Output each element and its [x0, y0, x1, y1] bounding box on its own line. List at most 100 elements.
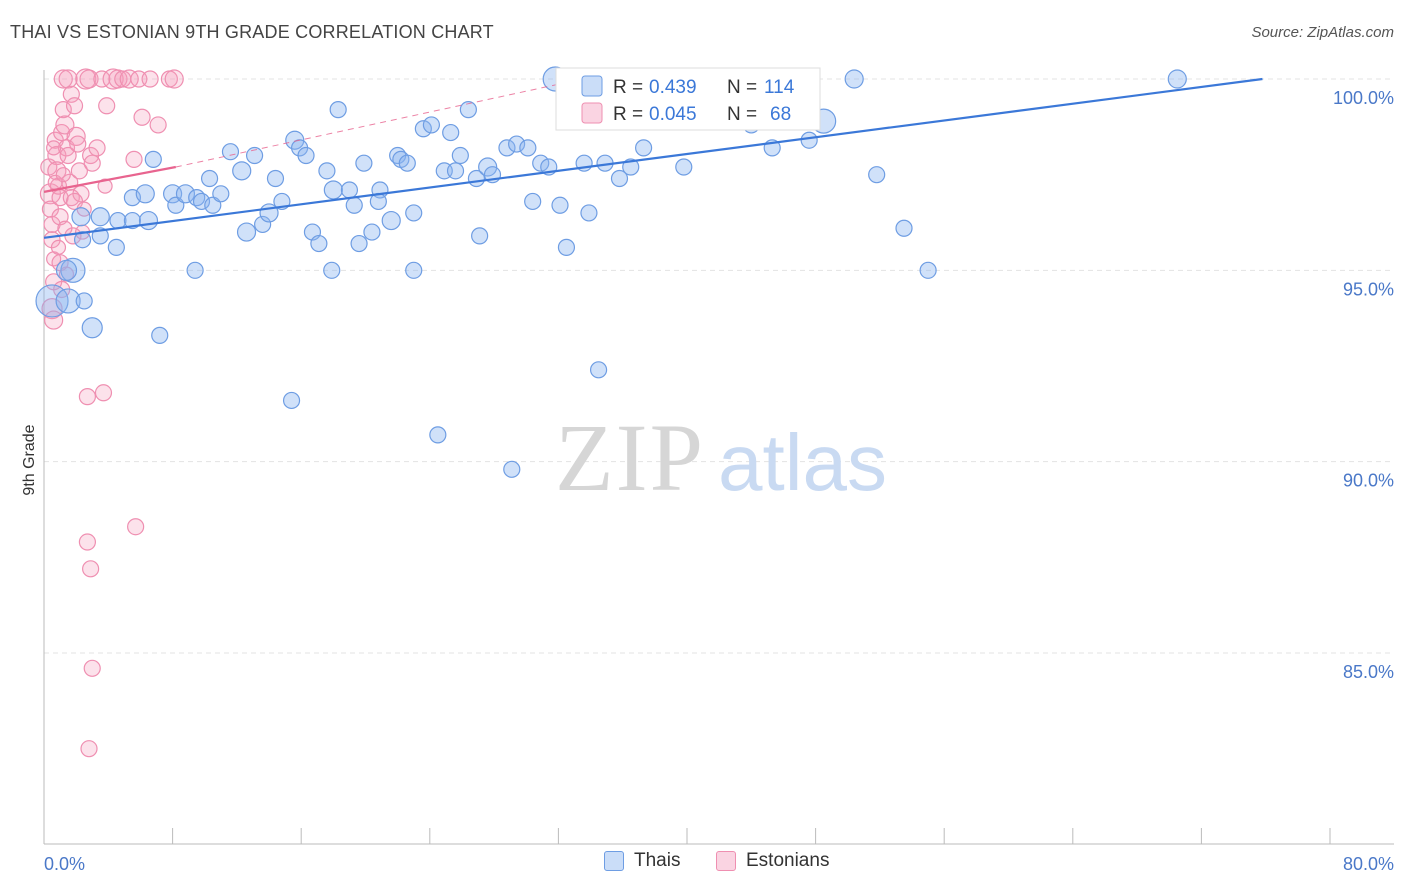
estonians-point-56	[82, 560, 100, 578]
y-tick-label-100: 100.0%	[1333, 88, 1394, 108]
y-axis-label: 9th Grade	[21, 424, 38, 495]
thais-point-97	[868, 166, 886, 184]
thais-point-27	[221, 143, 240, 161]
thais-point-52	[381, 210, 401, 231]
thais-point-62	[442, 123, 460, 142]
thais-point-13	[123, 211, 142, 230]
thais-point-100	[1167, 69, 1187, 89]
estonians-point-51	[164, 69, 184, 89]
estonians-point-40	[98, 97, 116, 115]
thais-point-20	[175, 184, 196, 204]
thais-point-98	[895, 219, 913, 237]
estonians-point-39	[93, 70, 111, 88]
thais-point-16	[144, 150, 162, 168]
thais-point-57	[405, 261, 423, 279]
legend-n-value-thai: 114	[764, 77, 795, 98]
thais-point-74	[524, 192, 542, 211]
thais-point-78	[551, 196, 569, 214]
thais-point-45	[340, 181, 359, 199]
legend-label-thais: Thais	[634, 850, 681, 871]
thais-point-7	[71, 207, 91, 227]
estonians-point-35	[79, 69, 99, 89]
thais-point-64	[451, 146, 469, 165]
thais-point-72	[508, 135, 526, 153]
chart-title: THAI VS ESTONIAN 9TH GRADE CORRELATION C…	[10, 22, 494, 42]
thais-point-94	[800, 131, 818, 149]
axes	[43, 70, 1394, 845]
y-tick-label-85: 85.0%	[1343, 662, 1394, 682]
estonians-point-48	[141, 70, 159, 88]
thais-point-30	[245, 146, 264, 165]
estonians-point-30	[69, 135, 87, 153]
legend-swatch-est	[581, 102, 603, 124]
thais-point-58	[414, 120, 432, 138]
estonians-point-25	[53, 69, 73, 89]
thais-point-41	[318, 162, 336, 180]
thais-point-56	[405, 204, 423, 222]
thais-point-71	[503, 460, 521, 478]
estonians-point-53	[78, 388, 97, 406]
thais-point-26	[212, 185, 230, 203]
estonians-point-60	[50, 239, 67, 255]
thais-point-29	[236, 222, 257, 242]
legend-item-estonians: Estonians	[716, 850, 829, 872]
thais-point-99	[919, 261, 937, 279]
estonians-point-34	[75, 68, 97, 90]
y-tick-label-90: 90.0%	[1343, 471, 1394, 491]
estonians-point-47	[133, 108, 151, 126]
thais-point-82	[580, 204, 598, 222]
thais-point-59	[422, 116, 441, 134]
source-label: Source: ZipAtlas.com	[1251, 24, 1394, 41]
legend-swatch-estonians	[716, 851, 736, 871]
x-tick-label-end: 80.0%	[1343, 854, 1394, 874]
estonians-point-59	[80, 740, 98, 758]
y-tick-label-95: 95.0%	[1343, 279, 1394, 299]
thais-point-49	[363, 223, 381, 241]
estonians-point-45	[125, 150, 143, 168]
estonians-point-65	[46, 140, 62, 156]
thais-trend-line	[43, 77, 1263, 239]
legend-swatch-thai	[581, 75, 603, 97]
thais-point-73	[519, 139, 537, 157]
estonians-point-57	[127, 518, 145, 536]
estonians-point-49	[149, 116, 167, 134]
estonians-point-67	[97, 178, 113, 194]
legend-label-estonians: Estonians	[746, 850, 830, 871]
gridlines	[44, 78, 1394, 654]
thais-point-31	[254, 215, 272, 234]
thais-point-36	[285, 130, 305, 150]
legend-r-label-est: R =	[613, 104, 643, 125]
legend-box: R = 0.439 N = 114 R = 0.045 N = 68	[555, 67, 821, 131]
thais-point-38	[297, 146, 315, 165]
estonians-point-26	[58, 69, 78, 89]
thais-point-43	[323, 180, 343, 200]
thais-point-14	[135, 184, 155, 204]
thais-point-44	[329, 101, 347, 119]
legend-r-value-est: 0.045	[649, 104, 697, 125]
thais-point-42	[323, 261, 341, 279]
thais-point-17	[151, 326, 169, 344]
estonians-trend-extension	[175, 78, 583, 168]
thais-point-68	[478, 157, 498, 177]
bottom-legend: Thais Estonians	[0, 850, 1406, 880]
thais-point-85	[610, 169, 629, 188]
legend-swatch-thais	[604, 851, 624, 871]
thais-point-63	[446, 162, 465, 180]
thais-points	[35, 66, 1187, 478]
estonians-point-16	[54, 101, 72, 119]
estonians-point-37	[83, 154, 101, 172]
legend-frame	[555, 67, 821, 131]
estonians-point-58	[83, 659, 101, 677]
estonians-point-44	[119, 69, 139, 89]
thais-point-70	[498, 139, 516, 157]
thais-point-86	[622, 158, 640, 176]
estonians-point-64	[55, 167, 71, 183]
thais-point-65	[459, 101, 477, 119]
thais-point-60	[429, 426, 447, 444]
thais-point-1	[55, 288, 81, 314]
estonians-point-42	[108, 69, 128, 89]
thais-point-24	[200, 169, 219, 188]
estonians-point-17	[55, 115, 75, 135]
thais-point-28	[232, 161, 252, 181]
